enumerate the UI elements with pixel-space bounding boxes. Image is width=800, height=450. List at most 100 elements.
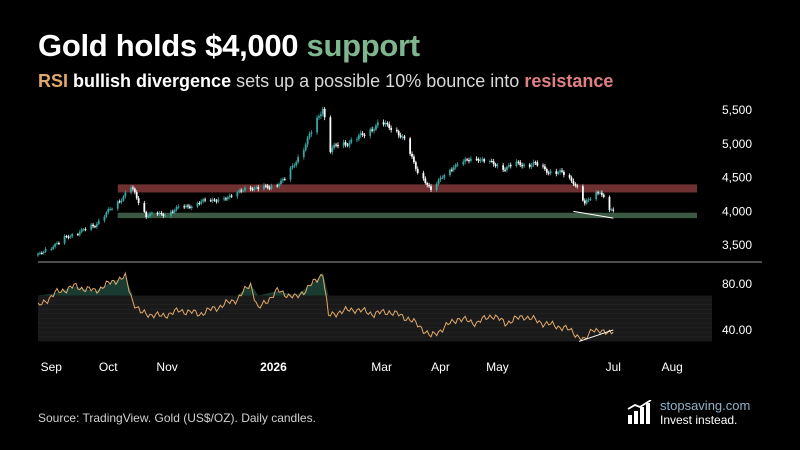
- candle-body: [135, 192, 138, 199]
- x-tick-label: Sep: [41, 360, 63, 374]
- price-divergence-line: [573, 210, 614, 219]
- candle-body: [318, 116, 320, 118]
- candle-body: [173, 209, 176, 213]
- candle-body: [175, 206, 178, 210]
- candle-body: [428, 185, 431, 187]
- candle-body: [449, 169, 451, 176]
- candle-body: [395, 129, 398, 132]
- title-main: Gold holds $4,000: [38, 28, 299, 63]
- candle-body: [464, 159, 467, 162]
- candle-body: [507, 165, 510, 167]
- stopsaving-logo[interactable]: stopsaving.com Invest instead.: [627, 398, 777, 432]
- candle-body: [278, 184, 281, 187]
- candle-body: [156, 212, 159, 215]
- candle-body: [38, 252, 41, 254]
- candle-body: [97, 220, 100, 224]
- candle-body: [42, 251, 45, 254]
- candle-body: [209, 200, 212, 202]
- candle-body: [452, 167, 455, 170]
- candle-body: [390, 127, 393, 130]
- candle-body: [190, 206, 193, 208]
- candle-body: [506, 166, 508, 171]
- candle-body: [270, 185, 273, 189]
- candle-body: [84, 229, 87, 231]
- candle-body: [251, 189, 254, 191]
- candle-body: [523, 164, 525, 167]
- candle-body: [228, 195, 231, 198]
- candle-body: [111, 208, 113, 210]
- candle-body: [230, 195, 233, 197]
- candle-body: [302, 150, 305, 157]
- candle-body: [441, 177, 444, 179]
- candle-body: [585, 199, 588, 204]
- candle-body: [435, 183, 438, 190]
- candle-body: [67, 236, 70, 238]
- candle-body: [56, 243, 58, 245]
- candle-body: [382, 122, 385, 125]
- candle-body: [52, 246, 55, 249]
- x-tick-label: Mar: [371, 360, 392, 374]
- candle-body: [266, 185, 269, 188]
- candle-body: [388, 124, 391, 128]
- candle-body: [481, 159, 484, 161]
- axes-layer: 3,500 4,000 4,500 5,000 5,500 40.00 80.00 Sep Oc…: [38, 103, 762, 374]
- candle-body: [534, 162, 537, 164]
- candle-body: [401, 136, 404, 138]
- candle-body: [612, 209, 615, 211]
- price-tick-label: 3,500: [722, 238, 752, 252]
- candle-body: [132, 187, 134, 189]
- candle-body: [568, 174, 571, 178]
- candle-body: [283, 179, 286, 181]
- candle-body: [137, 198, 140, 203]
- rsi-line: [37, 271, 614, 342]
- candle-body: [430, 186, 432, 190]
- candle-body: [95, 223, 98, 227]
- candle-body: [403, 136, 406, 139]
- price-tick-label: 5,500: [722, 103, 752, 117]
- price-tick-label: 4,500: [722, 171, 752, 185]
- candle-body: [263, 185, 265, 190]
- candle-body: [331, 147, 334, 153]
- chart-subtitle: RSI bullish divergence sets up a possibl…: [38, 71, 613, 92]
- candle-body: [422, 173, 425, 179]
- candle-body: [468, 160, 470, 162]
- candle-body: [386, 122, 389, 125]
- candle-body: [211, 199, 214, 201]
- candle-body: [599, 192, 601, 194]
- candle-body: [346, 144, 349, 146]
- candle-body: [536, 162, 539, 166]
- candle-body: [333, 144, 336, 148]
- candle-body: [337, 144, 339, 147]
- candle-body: [544, 166, 546, 170]
- candle-body: [348, 142, 351, 146]
- candle-body: [515, 161, 518, 166]
- candle-body: [149, 213, 151, 217]
- candle-body: [469, 158, 472, 161]
- candle-body: [454, 164, 457, 168]
- candle-body: [118, 201, 121, 203]
- candle-body: [170, 211, 172, 216]
- candle-body: [450, 169, 453, 171]
- candle-body: [240, 190, 243, 192]
- subtitle-divergence: bullish divergence: [73, 71, 232, 91]
- support-zone: [117, 212, 697, 219]
- candle-body: [323, 108, 326, 118]
- candle-body: [363, 134, 366, 136]
- candle-body: [477, 158, 480, 161]
- candle-body: [103, 216, 106, 221]
- rsi-divergence-line: [578, 329, 614, 342]
- candle-body: [547, 172, 550, 174]
- candle-body: [414, 162, 417, 169]
- x-tick-label: Aug: [661, 360, 682, 374]
- subtitle-middle: sets up a possible 10% bounce into: [236, 71, 520, 91]
- logo-domain: stopsaving.com: [660, 398, 751, 413]
- candle-body: [359, 133, 362, 136]
- candle-body: [124, 192, 127, 197]
- candle-body: [162, 214, 165, 216]
- price-tick-label: 5,000: [722, 137, 752, 151]
- candle-body: [44, 248, 47, 252]
- candle-body: [570, 177, 573, 181]
- candle-body: [244, 187, 246, 191]
- x-tick-label: Apr: [431, 360, 450, 374]
- candle-body: [509, 165, 512, 167]
